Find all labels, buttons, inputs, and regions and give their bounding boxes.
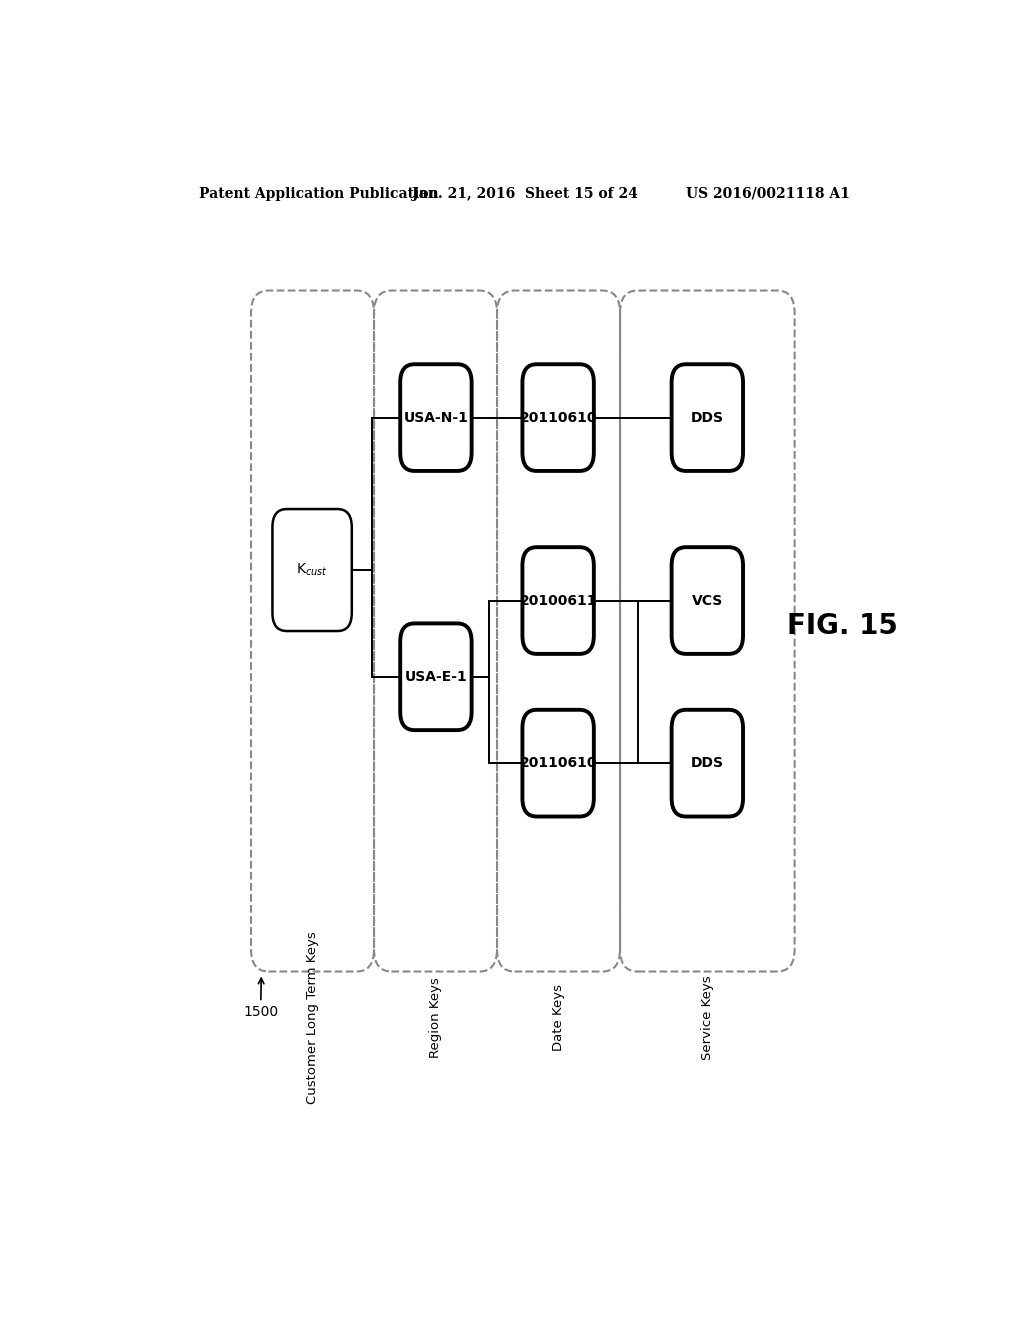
Text: 20110610: 20110610 [519,411,597,425]
FancyBboxPatch shape [522,548,594,653]
FancyBboxPatch shape [272,510,352,631]
Text: VCS: VCS [691,594,723,607]
Text: US 2016/0021118 A1: US 2016/0021118 A1 [686,187,850,201]
Text: FIG. 15: FIG. 15 [786,612,898,640]
Text: 20110610: 20110610 [519,756,597,770]
FancyBboxPatch shape [522,364,594,471]
FancyBboxPatch shape [400,364,472,471]
Text: Patent Application Publication: Patent Application Publication [200,187,439,201]
Text: USA-E-1: USA-E-1 [404,669,467,684]
FancyBboxPatch shape [400,623,472,730]
FancyBboxPatch shape [672,364,743,471]
Text: Date Keys: Date Keys [552,983,565,1051]
Text: DDS: DDS [691,756,724,770]
Text: Customer Long Term Keys: Customer Long Term Keys [306,931,319,1104]
Text: 1500: 1500 [243,978,279,1019]
Text: DDS: DDS [691,411,724,425]
FancyBboxPatch shape [522,710,594,817]
Text: Jan. 21, 2016  Sheet 15 of 24: Jan. 21, 2016 Sheet 15 of 24 [412,187,638,201]
Text: K$_{cust}$: K$_{cust}$ [296,562,328,578]
Text: 20100611: 20100611 [519,594,597,607]
Text: Region Keys: Region Keys [429,977,442,1057]
FancyBboxPatch shape [672,710,743,817]
Text: USA-N-1: USA-N-1 [403,411,468,425]
FancyBboxPatch shape [672,548,743,653]
Text: Service Keys: Service Keys [700,975,714,1060]
